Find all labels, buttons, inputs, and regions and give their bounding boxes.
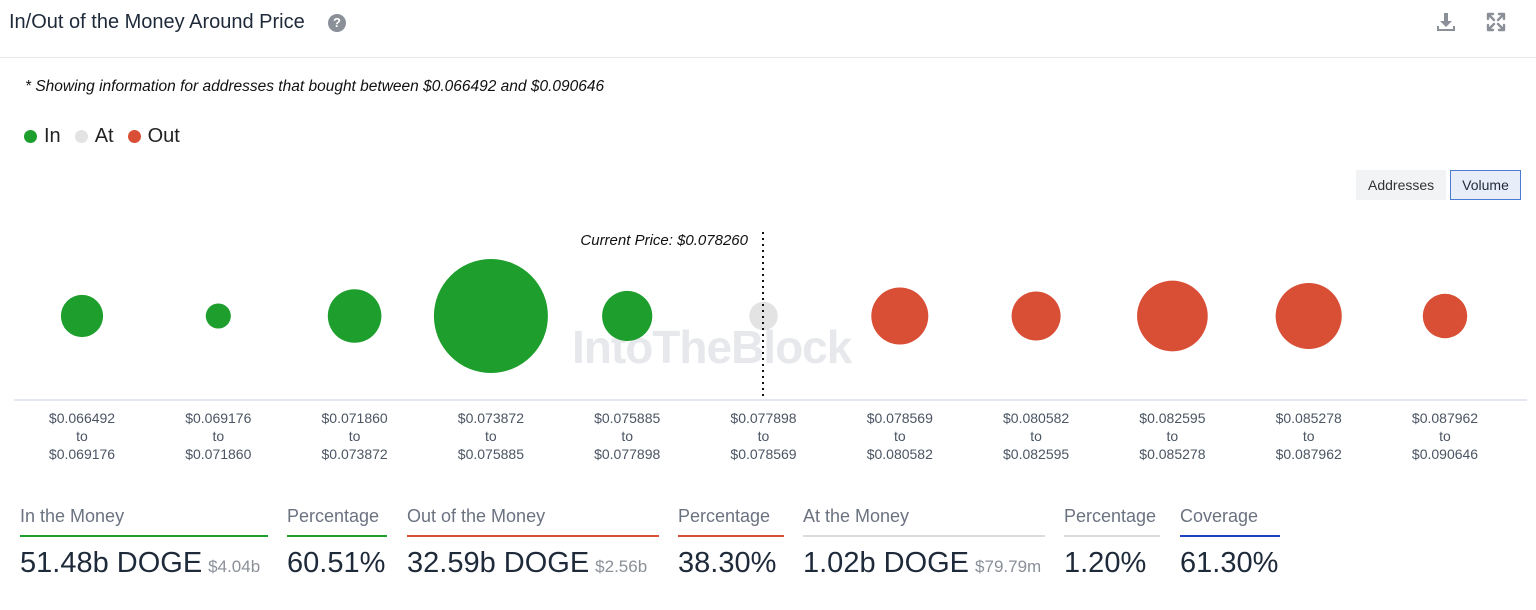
legend-dot-at [74, 130, 88, 143]
tick-label-6-2: $0.080582 [867, 446, 933, 462]
bubble-out-10[interactable] [1422, 293, 1468, 339]
tick-label-9-2: $0.087962 [1276, 446, 1342, 462]
legend-item-in[interactable]: In [24, 125, 61, 148]
tick-label-10-0: $0.087962 [1412, 410, 1478, 426]
tick-label-4-0: $0.075885 [594, 410, 660, 426]
tick-label-8-1: to [1167, 428, 1179, 444]
tick-label-1-2: $0.071860 [185, 446, 251, 462]
stat-label: Percentage [678, 506, 771, 526]
tick-label-2-2: $0.073872 [322, 446, 388, 462]
tick-label-2-1: to [349, 428, 361, 444]
tick-label-9-1: to [1303, 428, 1315, 444]
bubble-in-3[interactable] [433, 259, 548, 373]
tick-layer: $0.066492 to $0.069176 $0.069176 to $0.071860… [49, 410, 1478, 462]
tick-label-7-1: to [1030, 428, 1042, 444]
tick-label-4-2: $0.077898 [594, 446, 660, 462]
tick-label-7-2: $0.082595 [1003, 446, 1069, 462]
tick-label-3-1: to [485, 428, 497, 444]
bubble-layer [60, 259, 1468, 373]
legend-item-out[interactable]: Out [127, 125, 180, 148]
tick-label-6-0: $0.078569 [867, 410, 933, 426]
stat-value: 60.51% [287, 547, 386, 579]
stat-underline [1064, 535, 1160, 537]
bubble-in-0[interactable] [60, 294, 104, 338]
tick-label-0-0: $0.066492 [49, 410, 115, 426]
stat-value: 38.30% [678, 547, 777, 579]
stat-subvalue: $2.56b [595, 557, 648, 576]
tick-label-5-2: $0.078569 [730, 446, 796, 462]
stat-underline [407, 535, 659, 537]
tick-label-4-1: to [621, 428, 633, 444]
tick-label-7-0: $0.080582 [1003, 410, 1069, 426]
widget-header: In/Out of the Money Around Price ? [0, 0, 1536, 58]
stat-label: Out of the Money [407, 506, 546, 526]
stat-underline [678, 535, 784, 537]
stat-subvalue: $79.79m [975, 557, 1042, 576]
bubble-out-6[interactable] [871, 287, 929, 345]
legend-dot-out [127, 130, 141, 143]
stat-value: 1.20% [1064, 547, 1147, 579]
tick-label-1-0: $0.069176 [185, 410, 251, 426]
stat-label: At the Money [803, 506, 910, 526]
tick-label-6-1: to [894, 428, 906, 444]
stat-1: Percentage 60.51% [287, 506, 387, 580]
tick-label-9-0: $0.085278 [1276, 410, 1342, 426]
stat-4: At the Money 1.02b DOGE $79.79m [803, 506, 1045, 580]
stat-value: 1.02b DOGE $79.79m [803, 547, 1042, 579]
volume-toggle-button[interactable]: Volume [1450, 170, 1521, 200]
bubble-in-1[interactable] [205, 303, 231, 329]
legend-label-at: At [94, 125, 114, 147]
tick-label-0-1: to [76, 428, 88, 444]
download-icon[interactable] [1434, 10, 1458, 34]
tick-label-8-2: $0.085278 [1139, 446, 1205, 462]
stat-value: 32.59b DOGE $2.56b [407, 547, 648, 579]
stat-underline [287, 535, 387, 537]
chart-legend: In At Out [24, 125, 194, 148]
legend-label-out: Out [147, 125, 180, 147]
range-note: * Showing information for addresses that… [25, 78, 605, 95]
question-circle-icon[interactable]: ? [328, 14, 346, 32]
tick-label-8-0: $0.082595 [1139, 410, 1205, 426]
stat-value: 51.48b DOGE $4.04b [20, 547, 261, 579]
stat-underline [803, 535, 1045, 537]
stat-subvalue: $4.04b [208, 557, 261, 576]
tick-label-3-0: $0.073872 [458, 410, 524, 426]
tick-label-10-2: $0.090646 [1412, 446, 1478, 462]
tick-label-0-2: $0.069176 [49, 446, 115, 462]
expand-icon[interactable] [1484, 10, 1508, 34]
bubble-out-7[interactable] [1011, 291, 1061, 341]
legend-dot-in [24, 130, 37, 143]
legend-label-in: In [44, 125, 61, 147]
stat-label: Percentage [287, 506, 380, 526]
summary-stats: In the Money 51.48b DOGE $4.04b Percentage 6… [0, 506, 1536, 606]
tick-label-5-1: to [758, 428, 770, 444]
stat-3: Percentage 38.30% [678, 506, 784, 580]
stat-5: Percentage 1.20% [1064, 506, 1160, 580]
stat-underline [1180, 535, 1280, 537]
bubble-in-4[interactable] [602, 290, 653, 342]
stat-label: In the Money [20, 506, 125, 526]
tick-label-3-2: $0.075885 [458, 446, 524, 462]
stat-label: Percentage [1064, 506, 1157, 526]
stat-6: Coverage 61.30% [1180, 506, 1280, 580]
tick-label-5-0: $0.077898 [730, 410, 796, 426]
tick-label-10-1: to [1439, 428, 1451, 444]
tick-label-2-0: $0.071860 [322, 410, 388, 426]
legend-item-at[interactable]: At [74, 125, 114, 148]
stat-underline [20, 535, 268, 537]
stat-0: In the Money 51.48b DOGE $4.04b [20, 506, 268, 580]
widget-title: In/Out of the Money Around Price [9, 11, 305, 33]
stat-2: Out of the Money 32.59b DOGE $2.56b [407, 506, 659, 580]
stat-value: 61.30% [1180, 547, 1279, 579]
iomap-chart: Current Price: $0.078260 $0.066492to$0.0… [14, 232, 1527, 462]
current-price-label: Current Price: $0.078260 [580, 232, 748, 249]
bubble-out-9[interactable] [1275, 282, 1342, 350]
bubble-in-2[interactable] [327, 289, 382, 343]
stat-label: Coverage [1180, 506, 1259, 526]
bubble-out-8[interactable] [1137, 280, 1208, 352]
addresses-toggle-button[interactable]: Addresses [1356, 170, 1447, 200]
tick-label-1-1: to [212, 428, 224, 444]
metric-toggle: Addresses Volume [1356, 170, 1521, 200]
